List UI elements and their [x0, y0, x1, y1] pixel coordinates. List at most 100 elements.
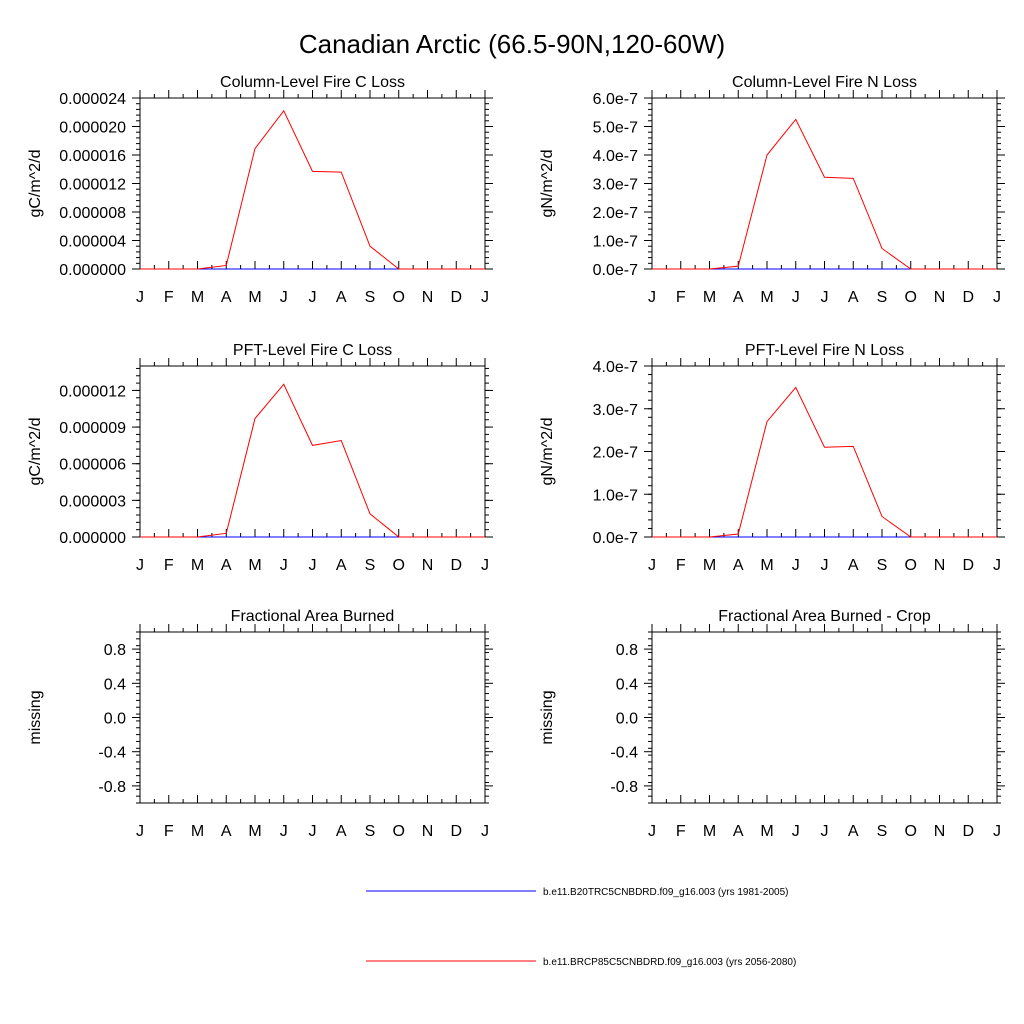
x-tick-label: A — [848, 557, 859, 574]
x-tick-label: A — [733, 557, 744, 574]
x-tick-label: A — [336, 557, 347, 574]
x-tick-label: J — [280, 557, 288, 574]
y-tick-label: 3.0e-7 — [593, 402, 638, 419]
y-tick-label: 0.000012 — [59, 383, 126, 400]
x-tick-label: J — [648, 823, 656, 840]
y-tick-label: 0.000003 — [59, 493, 126, 510]
y-tick-label: 0.000009 — [59, 420, 126, 437]
x-tick-label: J — [993, 557, 1001, 574]
x-tick-label: D — [450, 823, 462, 840]
y-tick-label: 2.0e-7 — [593, 205, 638, 222]
x-tick-label: J — [821, 823, 829, 840]
x-tick-label: J — [481, 823, 489, 840]
x-tick-label: D — [962, 289, 974, 306]
y-axis-label: missing — [27, 690, 44, 744]
y-tick-label: 0.000008 — [59, 205, 126, 222]
legend-label-2: b.e11.BRCP85C5CNBDRD.f09_g16.003 (yrs 20… — [543, 957, 796, 968]
y-tick-label: 0.8 — [104, 642, 126, 659]
x-tick-label: N — [422, 557, 434, 574]
x-tick-label: N — [934, 289, 946, 306]
x-tick-label: O — [393, 557, 405, 574]
series-line-2 — [652, 386, 997, 538]
x-tick-label: J — [821, 289, 829, 306]
x-tick-label: M — [191, 557, 204, 574]
panel-title: Fractional Area Burned - Crop — [718, 608, 931, 625]
x-tick-label: N — [934, 823, 946, 840]
y-tick-label: 4.0e-7 — [593, 148, 638, 165]
y-tick-label: 0.0 — [616, 711, 638, 728]
x-tick-label: O — [393, 289, 405, 306]
x-tick-label: J — [648, 557, 656, 574]
y-axis-label: missing — [539, 690, 556, 744]
y-tick-label: 0.000016 — [59, 148, 126, 165]
x-tick-label: J — [136, 557, 144, 574]
x-tick-label: J — [648, 289, 656, 306]
x-tick-label: A — [733, 823, 744, 840]
figure-title: Canadian Arctic (66.5-90N,120-60W) — [299, 29, 725, 59]
x-tick-label: S — [365, 823, 376, 840]
y-tick-label: 1.0e-7 — [593, 487, 638, 504]
x-tick-label: J — [792, 557, 800, 574]
y-tick-label: 0.000000 — [59, 530, 126, 547]
x-tick-label: N — [422, 289, 434, 306]
x-tick-label: S — [877, 289, 888, 306]
x-tick-label: J — [136, 823, 144, 840]
x-tick-label: F — [164, 289, 174, 306]
x-tick-label: M — [703, 289, 716, 306]
x-tick-label: M — [760, 557, 773, 574]
x-tick-label: J — [136, 289, 144, 306]
panel-title: PFT-Level Fire C Loss — [233, 342, 392, 359]
x-tick-label: J — [792, 289, 800, 306]
x-tick-label: J — [993, 289, 1001, 306]
x-tick-label: J — [280, 823, 288, 840]
y-tick-label: 2.0e-7 — [593, 445, 638, 462]
x-tick-label: S — [877, 557, 888, 574]
x-tick-label: M — [191, 823, 204, 840]
x-tick-label: O — [393, 823, 405, 840]
plot-frame — [139, 365, 486, 538]
plot-frame — [651, 97, 998, 270]
y-tick-label: 3.0e-7 — [593, 177, 638, 194]
x-tick-label: M — [248, 823, 261, 840]
y-tick-label: 0.000000 — [59, 262, 126, 279]
series-line-2 — [140, 383, 485, 538]
plot-frame — [139, 631, 486, 804]
y-tick-label: -0.4 — [98, 745, 126, 762]
x-tick-label: A — [336, 823, 347, 840]
y-tick-label: 0.0 — [104, 711, 126, 728]
x-tick-label: M — [703, 823, 716, 840]
y-tick-label: 5.0e-7 — [593, 120, 638, 137]
y-tick-label: 0.000020 — [59, 120, 126, 137]
x-tick-label: A — [848, 823, 859, 840]
x-tick-label: O — [905, 557, 917, 574]
y-axis-label: gC/m^2/d — [27, 418, 44, 486]
y-tick-label: 0.4 — [616, 676, 638, 693]
x-tick-label: M — [191, 289, 204, 306]
x-tick-label: A — [221, 823, 232, 840]
y-tick-label: 0.000012 — [59, 177, 126, 194]
y-axis-label: gN/m^2/d — [539, 150, 556, 218]
x-tick-label: J — [309, 823, 317, 840]
x-tick-label: F — [676, 289, 686, 306]
x-tick-label: M — [248, 557, 261, 574]
y-tick-label: 0.8 — [616, 642, 638, 659]
y-tick-label: -0.8 — [98, 779, 126, 796]
y-tick-label: 0.0e-7 — [593, 262, 638, 279]
x-tick-label: A — [733, 289, 744, 306]
x-tick-label: F — [164, 557, 174, 574]
y-tick-label: 4.0e-7 — [593, 359, 638, 376]
plot-frame — [139, 97, 486, 270]
x-tick-label: A — [221, 289, 232, 306]
y-axis-label: gC/m^2/d — [27, 150, 44, 218]
x-tick-label: M — [760, 823, 773, 840]
x-tick-label: J — [309, 557, 317, 574]
y-tick-label: 0.0e-7 — [593, 530, 638, 547]
legend-label-1: b.e11.B20TRC5CNBDRD.f09_g16.003 (yrs 198… — [543, 887, 789, 898]
y-tick-label: 0.4 — [104, 676, 126, 693]
